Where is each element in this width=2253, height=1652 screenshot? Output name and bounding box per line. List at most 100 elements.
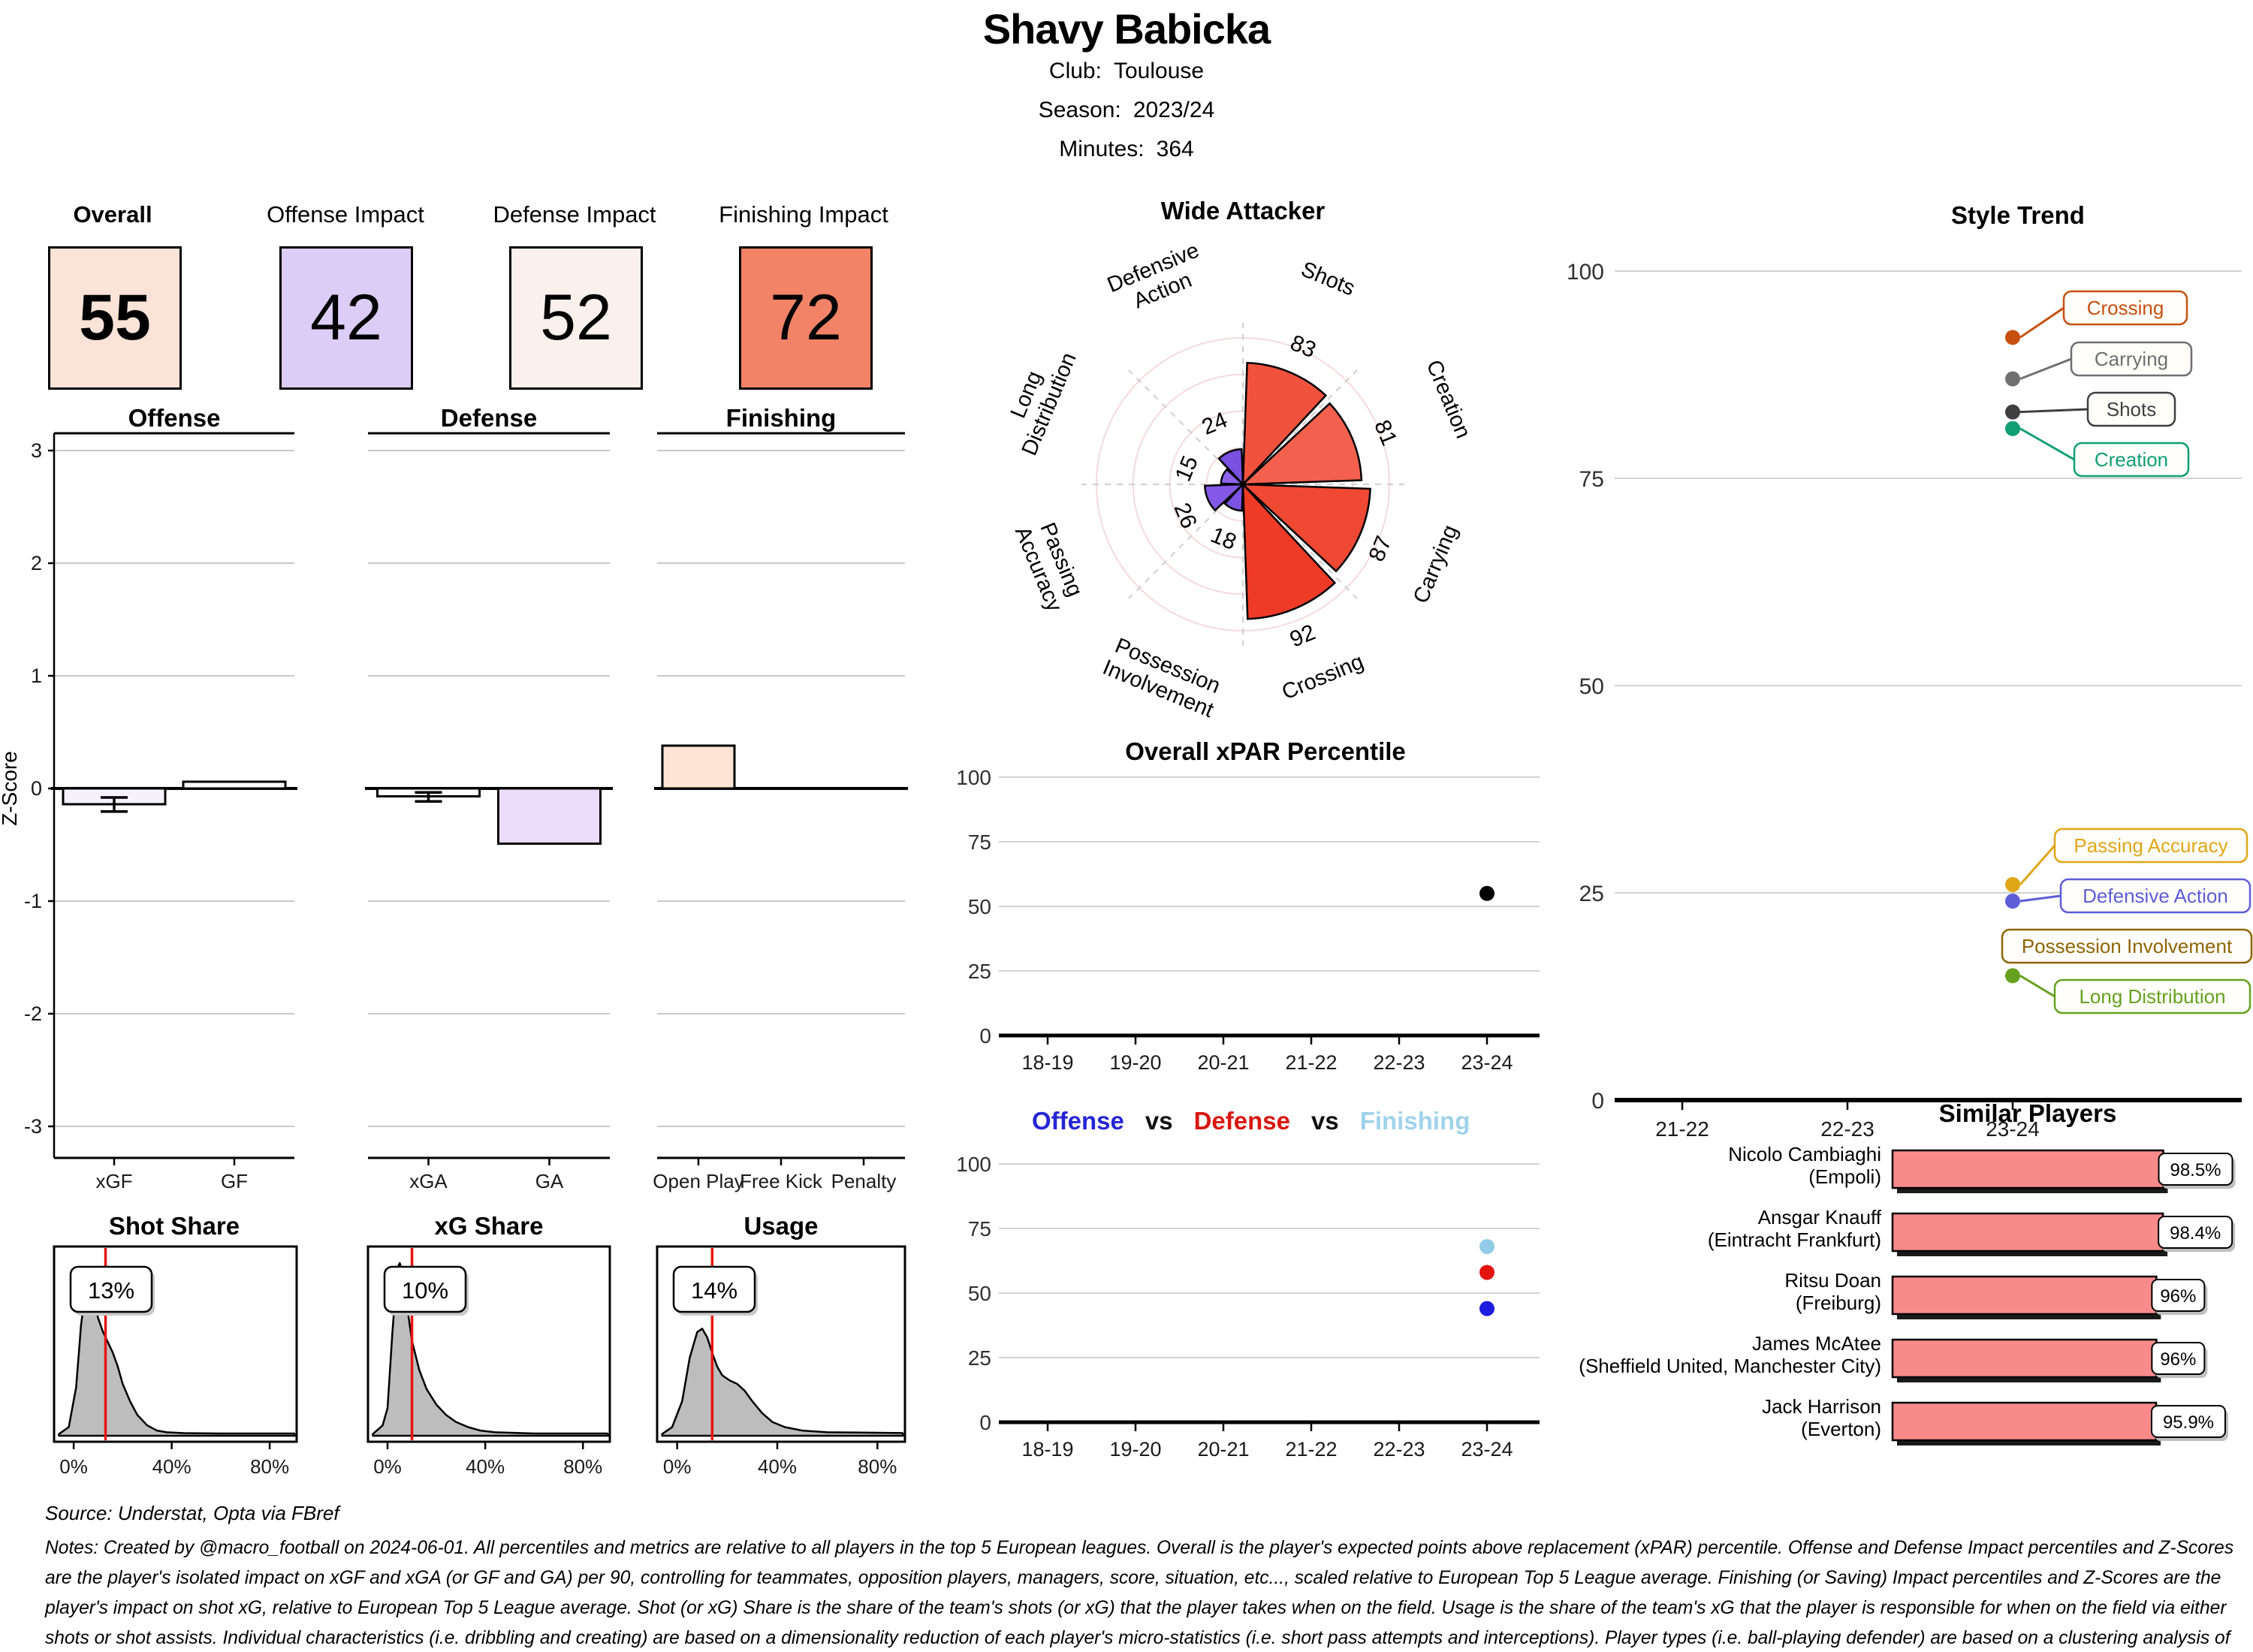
x-tick-label: 20-21 — [1197, 1438, 1249, 1461]
y-tick-label: -1 — [24, 890, 42, 912]
player-label: Nicolo Cambiaghi (Empoli) — [1728, 1143, 1881, 1188]
player-label: Ritsu Doan (Freiburg) — [1784, 1269, 1881, 1314]
y-axis-title: Z-Score — [0, 751, 21, 826]
radar-value: 24 — [1199, 408, 1231, 440]
x-tick-label: 40% — [152, 1455, 192, 1478]
trend-label: Carrying — [2095, 348, 2168, 370]
similar-players-title: Similar Players — [1938, 1099, 2117, 1127]
y-tick-label: -3 — [24, 1115, 42, 1138]
x-tick-label: Penalty — [831, 1170, 897, 1192]
trend-label-box — [2059, 878, 2251, 914]
zscore-title-finishing: Finishing — [725, 404, 837, 432]
x-tick-label: 23-24 — [1986, 1117, 2040, 1141]
x-tick-label: 40% — [758, 1455, 797, 1478]
card-finishing-impact-value: 72 — [770, 282, 842, 354]
marker-label-box — [383, 1265, 467, 1313]
season-value: 2023/24 — [1133, 98, 1215, 122]
x-tick-label: 18-19 — [1021, 1051, 1073, 1074]
club-label: Club: — [1048, 59, 1102, 83]
x-tick-label: GA — [535, 1170, 564, 1192]
minutes-line: Minutes: 364 — [0, 137, 2253, 162]
similarity-value: 96% — [2160, 1286, 2196, 1307]
y-tick-label: 0 — [979, 1411, 991, 1434]
trend-label-box — [2053, 828, 2248, 864]
y-tick-label: 25 — [968, 1346, 991, 1370]
radar-axis-label: Crossing — [1278, 650, 1367, 704]
y-tick-label: -2 — [24, 1002, 42, 1025]
density-title-usage: Usage — [743, 1212, 819, 1240]
similarity-value: 98.5% — [2170, 1160, 2221, 1180]
player-label: Jack Harrison (Everton) — [1762, 1395, 1881, 1440]
trend-point-crossing — [2005, 330, 2020, 345]
zscore-title-offense: Offense — [128, 404, 221, 432]
card-finishing-impact: 72 — [739, 246, 873, 390]
x-tick-label: 18-19 — [1021, 1438, 1073, 1461]
radar-wedge-0 — [1241, 361, 1328, 487]
season-label: Season: — [1038, 98, 1121, 122]
trend-label: Defensive Action — [2083, 885, 2228, 907]
polar-spoke — [1128, 369, 1244, 485]
x-tick-label: 80% — [563, 1455, 602, 1478]
radar-wedge-5 — [1204, 483, 1246, 512]
similarity-bar — [1891, 1275, 2158, 1316]
similarity-value: 95.9% — [2163, 1412, 2214, 1433]
x-tick-label: 0% — [373, 1455, 402, 1478]
similarity-value: 98.4% — [2170, 1223, 2221, 1244]
radar-wedge-3 — [1241, 481, 1337, 620]
similarity-bar — [1891, 1401, 2158, 1442]
trend-label: Possession Involvement — [2022, 935, 2233, 957]
trend-point-passing-accuracy — [2005, 876, 2020, 892]
card-defense-impact-value: 52 — [540, 282, 612, 354]
radar-axis-label: PassingAccuracy — [1010, 514, 1090, 616]
value-box — [2150, 1405, 2226, 1438]
xpar-title: Overall xPAR Percentile — [1125, 737, 1406, 765]
x-tick-label: 21-22 — [1285, 1438, 1337, 1461]
radar-wedge-2 — [1240, 483, 1371, 573]
source-note: Source: Understat, Opta via FBref — [45, 1502, 339, 1524]
y-tick-label: 50 — [968, 895, 991, 918]
x-tick-label: 22-23 — [1373, 1438, 1425, 1461]
trend-point-creation — [2005, 421, 2020, 436]
similarity-bar — [1891, 1338, 2158, 1379]
y-tick-label: 100 — [956, 1153, 991, 1176]
club-line: Club: Toulouse — [0, 59, 2253, 84]
y-tick-label: 25 — [968, 960, 991, 983]
value-box — [2151, 1279, 2206, 1312]
density-curve — [58, 1283, 297, 1437]
trend-point-shots — [2005, 404, 2020, 420]
card-label-overall: Overall — [73, 201, 152, 228]
notes-paragraph: Notes: Created by @macro_football on 202… — [45, 1538, 2234, 1648]
x-tick-label: Open Play — [653, 1170, 743, 1192]
data-point-offense — [1479, 1301, 1494, 1316]
radar-value: 81 — [1369, 417, 1401, 449]
odf-title-part-4: Finishing — [1359, 1107, 1470, 1135]
x-tick-label: 40% — [466, 1455, 505, 1478]
trend-label-box — [2070, 341, 2193, 377]
card-offense-impact-value: 42 — [310, 282, 382, 354]
polar-spoke — [1242, 484, 1358, 599]
leader-line — [2019, 408, 2089, 414]
club-value: Toulouse — [1113, 59, 1205, 83]
similarity-value: 96% — [2160, 1349, 2196, 1370]
style-trend-chart: 0 25 50 75 100 21-22 22-23 23-24 Crossing Carryin… — [1567, 260, 2253, 1141]
bar-GA — [497, 787, 602, 845]
leader-line — [2019, 427, 2075, 461]
density-title-shot-share: Shot Share — [108, 1212, 240, 1240]
page-title: Shavy Babicka — [982, 5, 1271, 53]
zscore-title-defense: Defense — [440, 404, 538, 432]
radar-value: 83 — [1286, 330, 1319, 363]
similarity-bar — [1891, 1149, 2164, 1189]
radar-axis-label: DefensiveAction — [1104, 238, 1212, 320]
radar-value: 26 — [1169, 499, 1202, 532]
bar-Open Play — [661, 744, 736, 790]
x-tick-label: 21-22 — [1655, 1117, 1709, 1141]
leader-line — [2019, 975, 2055, 998]
radar-value: 92 — [1286, 620, 1319, 652]
y-tick-label: 75 — [1579, 467, 1604, 492]
trend-label: Long Distribution — [2079, 985, 2225, 1008]
leader-line — [2019, 894, 2061, 903]
odf-title-part-2: Defense — [1193, 1107, 1290, 1135]
x-tick-label: 23-24 — [1461, 1438, 1513, 1461]
